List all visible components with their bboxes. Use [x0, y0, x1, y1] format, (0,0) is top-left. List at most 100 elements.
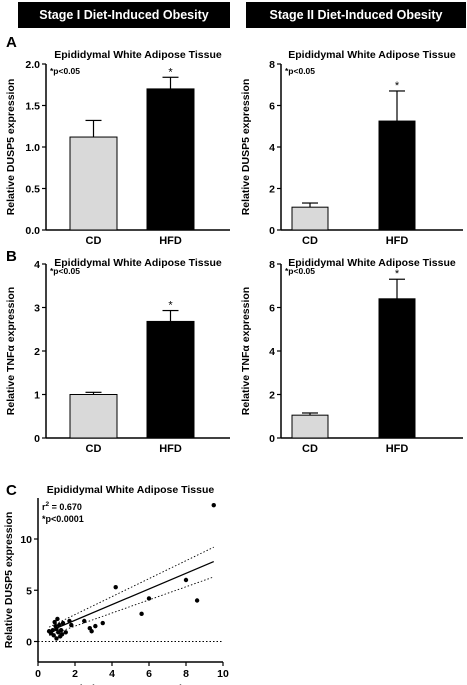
data-point — [54, 636, 59, 641]
data-point — [211, 502, 216, 508]
data-point — [52, 619, 57, 625]
y-tick-label: 3 — [34, 303, 40, 315]
y-tick-label: 0 — [34, 433, 40, 445]
data-point — [58, 628, 64, 633]
bar-hfd — [146, 88, 195, 231]
significance-annotation: *p<0.05 — [285, 266, 315, 276]
y-axis-label: Relative TNFα expression — [240, 287, 252, 415]
y-tick-label: 2 — [269, 390, 275, 402]
p-value-annotation: *p<0.0001 — [42, 514, 84, 524]
bar-cd — [69, 136, 118, 231]
data-point — [50, 628, 55, 633]
y-tick-label: 8 — [269, 59, 275, 71]
panel-label-a: A — [6, 34, 17, 51]
y-tick-label: 4 — [34, 259, 40, 271]
significance-star: * — [168, 300, 173, 312]
data-point — [93, 623, 98, 629]
data-point — [183, 577, 189, 583]
chart-title: Epididymal White Adipose Tissue — [54, 257, 222, 269]
y-tick-label: 6 — [269, 303, 275, 315]
bar-cd — [291, 206, 329, 231]
data-point — [57, 622, 62, 628]
bar-hfd — [146, 320, 195, 439]
y-tick-label: 4 — [269, 142, 275, 154]
y-tick-label: 0 — [26, 637, 32, 649]
y-tick-label: 1 — [34, 390, 40, 402]
x-axis-label: Relative TNFα expression — [66, 683, 194, 685]
y-tick-label: 1.0 — [25, 142, 40, 154]
bar-hfd — [378, 298, 416, 439]
r-squared-annotation: r2 = 0.670 — [42, 501, 82, 512]
significance-star: * — [395, 268, 400, 280]
x-tick-label: HFD — [159, 443, 182, 455]
chart-title: Epididymal White Adipose Tissue — [54, 49, 222, 61]
data-point — [63, 630, 68, 635]
y-tick-label: 0.0 — [25, 225, 40, 237]
x-tick-label: 10 — [217, 668, 229, 680]
y-tick-label: 8 — [269, 259, 275, 271]
bar-cd — [291, 414, 329, 439]
x-tick-label: 0 — [35, 668, 41, 680]
x-tick-label: 6 — [146, 668, 152, 680]
x-tick-label: HFD — [159, 235, 182, 247]
panel-label-b: B — [6, 248, 17, 265]
significance-star: * — [168, 66, 173, 78]
data-point — [100, 620, 105, 626]
y-tick-label: 1.5 — [25, 101, 40, 113]
data-point — [146, 596, 152, 601]
significance-annotation: *p<0.05 — [50, 66, 80, 76]
x-tick-label: HFD — [386, 235, 409, 247]
x-tick-label: CD — [86, 443, 102, 455]
y-tick-label: 2 — [269, 184, 275, 196]
data-point — [194, 598, 200, 603]
significance-star: * — [395, 80, 400, 92]
y-axis-label: Relative DUSP5 expression — [5, 79, 17, 216]
y-axis-label: Relative DUSP5 expression — [240, 79, 252, 216]
chart-a-stage2-dusp5: Epididymal White Adipose Tissue 0 2 4 6 8 Rela… — [240, 49, 463, 247]
y-tick-label: 0.5 — [25, 184, 40, 196]
regression-line — [48, 560, 215, 632]
y-tick-label: 0 — [269, 225, 275, 237]
data-point — [60, 620, 66, 626]
data-point — [82, 618, 87, 624]
x-tick-label: 8 — [183, 668, 189, 680]
significance-annotation: *p<0.05 — [285, 66, 315, 76]
x-tick-label: 4 — [109, 668, 115, 680]
chart-title: Epididymal White Adipose Tissue — [47, 484, 215, 496]
y-tick-label: 0 — [269, 433, 275, 445]
data-point — [89, 629, 94, 634]
data-point — [59, 632, 65, 637]
x-tick-label: HFD — [386, 443, 409, 455]
chart-title: Epididymal White Adipose Tissue — [288, 257, 456, 269]
x-tick-label: CD — [302, 443, 318, 455]
y-tick-label: 5 — [26, 585, 32, 597]
chart-c-scatter: Epididymal White Adipose Tissue 0 5 10 0 2 4 6 8… — [3, 484, 229, 685]
chart-b-stage1-tnfa: Epididymal White Adipose Tissue 0 1 2 3 4 Rela… — [5, 257, 230, 455]
x-tick-label: CD — [86, 235, 102, 247]
data-point — [51, 633, 56, 638]
y-tick-label: 10 — [20, 534, 32, 546]
data-point — [139, 611, 144, 617]
chart-title: Epididymal White Adipose Tissue — [288, 49, 456, 61]
x-tick-label: 2 — [72, 668, 78, 680]
ci-lower-line — [48, 576, 214, 636]
ci-upper-line — [48, 546, 214, 628]
y-tick-label: 4 — [269, 346, 275, 358]
stage-i-header: Stage I Diet-Induced Obesity — [18, 2, 230, 28]
data-point — [67, 618, 72, 624]
x-tick-label: CD — [302, 235, 318, 247]
bar-hfd — [378, 120, 416, 231]
bar-cd — [69, 394, 118, 439]
panel-label-c: C — [6, 482, 17, 499]
data-point — [55, 616, 60, 622]
y-tick-label: 2.0 — [25, 59, 40, 71]
y-tick-label: 6 — [269, 101, 275, 113]
y-tick-label: 2 — [34, 346, 40, 358]
y-axis-label: Relative DUSP5 expression — [3, 512, 15, 649]
significance-annotation: *p<0.05 — [50, 266, 80, 276]
stage-ii-header: Stage II Diet-Induced Obesity — [246, 2, 466, 28]
data-point — [113, 584, 118, 590]
y-axis-label: Relative TNFα expression — [5, 287, 17, 415]
data-point — [69, 622, 74, 628]
chart-a-stage1-dusp5: Epididymal White Adipose Tissue 0.0 0.5 1.0… — [5, 49, 230, 247]
